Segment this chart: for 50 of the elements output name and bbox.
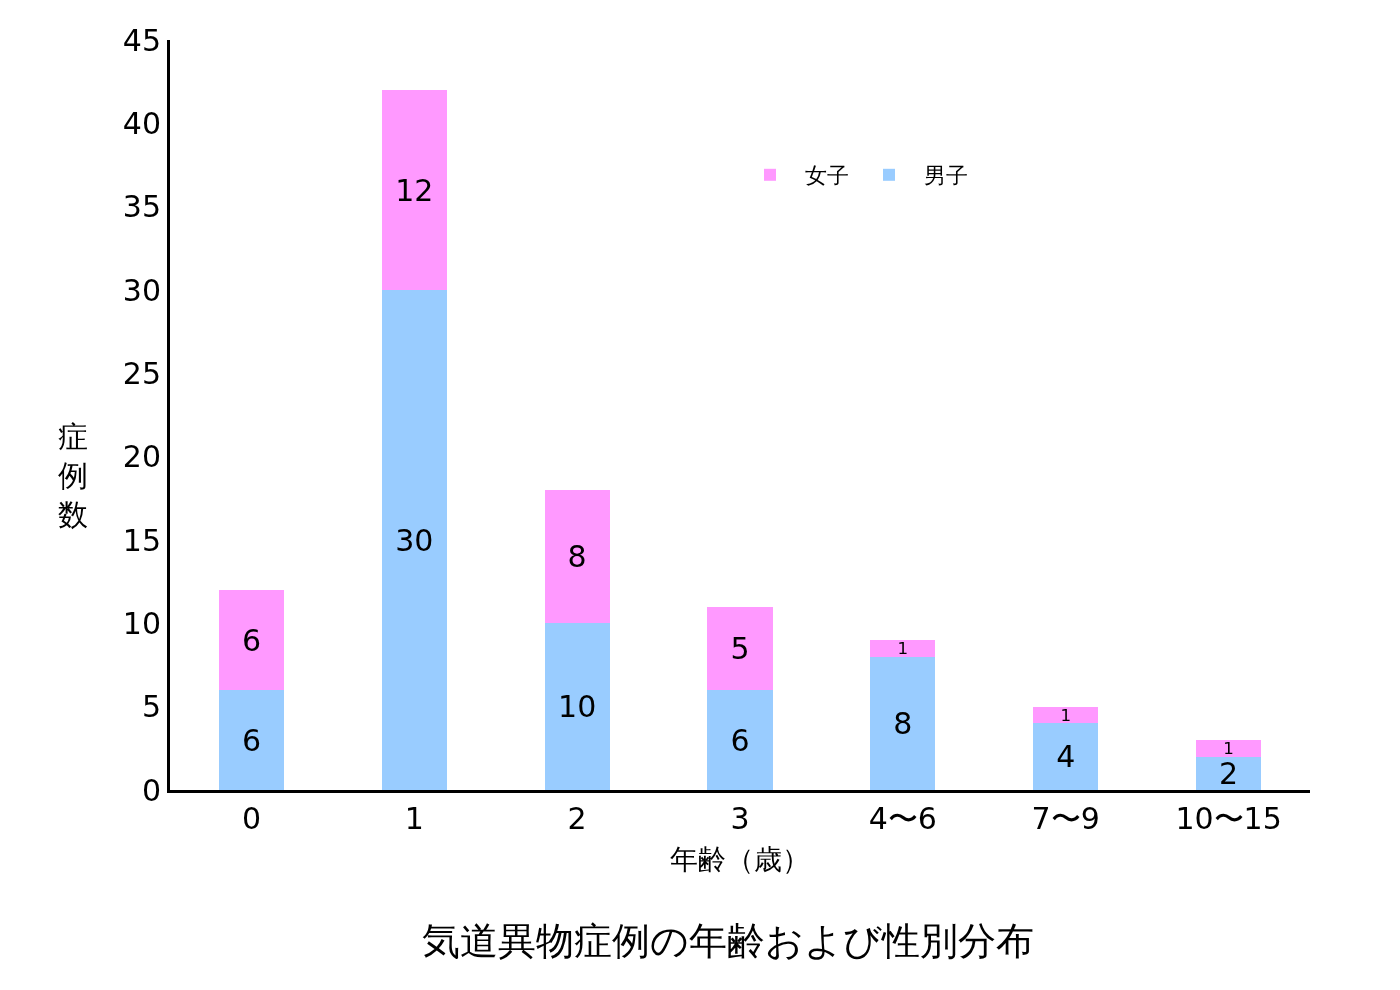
x-tick-label: 4〜6: [868, 801, 937, 836]
bar: [544, 623, 610, 790]
x-tick-label: 3: [730, 801, 750, 836]
bar: [1033, 723, 1099, 790]
bar: [707, 606, 773, 690]
bar: [218, 590, 284, 690]
y-tick-label: 0: [141, 772, 161, 808]
y-tick-label: 25: [122, 355, 161, 391]
bar: [1196, 740, 1262, 757]
x-axis-title: 年齢（歳）: [670, 843, 810, 877]
data-label: 12: [395, 172, 434, 208]
y-tick-label: 35: [122, 189, 161, 225]
data-label: 6: [241, 622, 261, 658]
data-label: 8: [893, 705, 913, 741]
y-tick-label: 10: [122, 605, 161, 641]
bar: [381, 290, 447, 790]
legend-label: 女子: [805, 163, 849, 189]
bar: [707, 690, 773, 790]
data-label: 4: [1056, 739, 1076, 775]
data-label: 30: [395, 522, 434, 558]
text: 気道異物症例の年齢および性別分布: [422, 918, 1034, 963]
data-label: 1: [1223, 738, 1234, 758]
bar: [381, 90, 447, 290]
y-tick-label: 30: [122, 272, 161, 308]
y-tick-label: 20: [122, 439, 161, 475]
y-axis-title: 症例数: [58, 419, 88, 532]
x-tick-label: 7〜9: [1031, 801, 1100, 836]
y-tick-label: 45: [122, 22, 161, 58]
y-tick-label: 5: [141, 689, 161, 725]
legend-label: 男子: [924, 163, 968, 189]
data-label: 6: [241, 722, 261, 758]
data-label: 6: [730, 722, 750, 758]
x-tick-label: 10〜15: [1175, 801, 1282, 836]
bar: [218, 690, 284, 790]
x-tick-label: 0: [241, 801, 261, 836]
bar: [1196, 756, 1262, 790]
x-tick-label: 2: [567, 801, 587, 836]
bar: [1033, 706, 1099, 724]
data-label: 10: [558, 689, 597, 725]
y-tick-label: 40: [122, 105, 161, 141]
data-label: 1: [1060, 705, 1072, 725]
x-tick-label: 1: [404, 801, 424, 836]
data-label: 8: [567, 539, 587, 575]
bar: [544, 490, 610, 624]
data-label: 1: [897, 638, 909, 658]
bar: [870, 640, 936, 657]
bar: [870, 656, 936, 790]
y-tick-label: 15: [122, 522, 161, 558]
data-label: 5: [730, 630, 750, 666]
data-label: 2: [1219, 755, 1239, 791]
